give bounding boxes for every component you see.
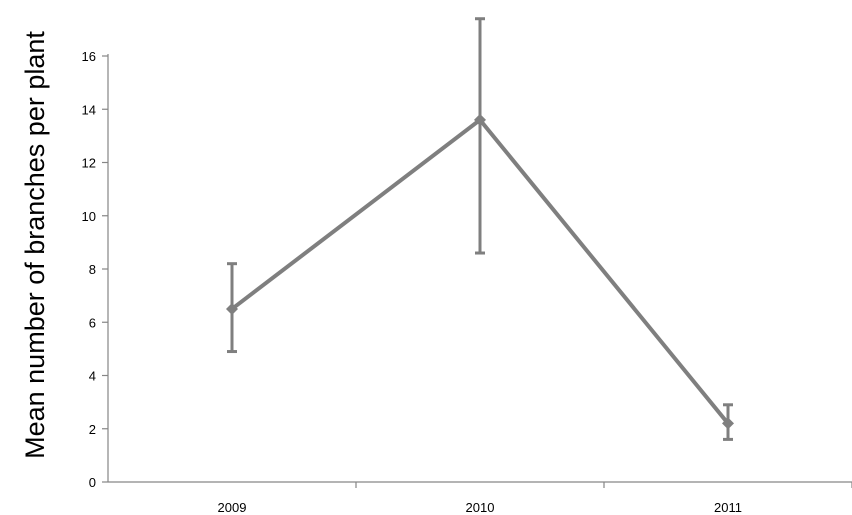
y-axis-label: Mean number of branches per plant [20, 31, 50, 459]
y-tick-label: 6 [89, 315, 96, 330]
data-point [474, 113, 486, 126]
y-tick-label: 4 [89, 369, 96, 384]
y-tick-label: 8 [89, 262, 96, 277]
y-tick-label: 14 [82, 102, 96, 117]
y-tick-label: 12 [82, 156, 96, 171]
x-tick-label: 2010 [466, 500, 495, 515]
data-point [226, 302, 238, 315]
data-point [722, 417, 734, 430]
y-tick-label: 0 [89, 475, 96, 490]
series-group [226, 17, 734, 441]
y-tick-label: 10 [82, 209, 96, 224]
axes [107, 54, 852, 483]
y-axis-ticks: 0 2 4 6 8 10 12 14 16 [82, 49, 108, 490]
x-tick-label: 2011 [714, 500, 742, 515]
y-tick-label: 16 [82, 49, 96, 64]
y-tick-label: 2 [89, 422, 96, 437]
x-tick-label: 2009 [218, 500, 247, 515]
x-axis-ticks: 2009 2010 2011 [218, 482, 852, 515]
